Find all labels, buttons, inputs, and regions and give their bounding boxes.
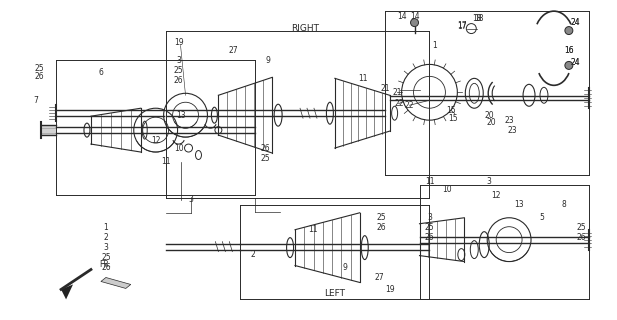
Text: 2: 2	[251, 250, 255, 259]
Text: 13: 13	[176, 111, 185, 120]
Text: 25: 25	[424, 223, 434, 232]
Circle shape	[565, 27, 573, 35]
Text: 3: 3	[188, 195, 193, 204]
Text: 27: 27	[375, 273, 384, 282]
Text: 26: 26	[174, 76, 183, 85]
Text: 24: 24	[570, 18, 579, 27]
Text: LEFT: LEFT	[325, 289, 346, 298]
Text: 18: 18	[473, 14, 482, 23]
Text: 9: 9	[342, 263, 347, 272]
Text: 1: 1	[104, 223, 108, 232]
Text: 26: 26	[424, 233, 434, 242]
Text: 26: 26	[576, 233, 586, 242]
Text: 25: 25	[377, 213, 386, 222]
Text: 12: 12	[151, 136, 160, 145]
Text: 20: 20	[486, 118, 496, 127]
Text: 11: 11	[161, 157, 170, 166]
Text: 12: 12	[491, 191, 501, 200]
Text: 26: 26	[260, 144, 270, 153]
Text: 24: 24	[570, 18, 579, 27]
Text: 15: 15	[449, 114, 458, 123]
Text: 19: 19	[385, 285, 394, 294]
Text: 18: 18	[474, 14, 484, 23]
Text: RIGHT: RIGHT	[291, 24, 319, 33]
Text: 23: 23	[504, 116, 514, 125]
Polygon shape	[101, 277, 131, 288]
Text: 25: 25	[260, 154, 270, 163]
Text: 25: 25	[101, 253, 110, 262]
Text: 13: 13	[515, 200, 524, 209]
Text: 26: 26	[101, 263, 110, 272]
Text: 17: 17	[458, 22, 467, 31]
Text: 14: 14	[410, 12, 420, 21]
Text: 15: 15	[447, 106, 456, 115]
Text: 8: 8	[561, 200, 566, 209]
Text: 11: 11	[308, 225, 318, 234]
Text: 3: 3	[487, 177, 492, 187]
Text: 14: 14	[397, 12, 407, 21]
Text: 22: 22	[405, 101, 414, 110]
Text: 10: 10	[442, 185, 452, 194]
Text: 10: 10	[174, 144, 183, 153]
Text: 25: 25	[174, 66, 183, 75]
Text: 20: 20	[484, 111, 494, 120]
Text: 25: 25	[576, 223, 586, 232]
Text: 21: 21	[380, 84, 390, 93]
Text: 23: 23	[507, 126, 517, 135]
Text: 27: 27	[228, 46, 238, 55]
Text: 11: 11	[424, 177, 434, 187]
Text: 16: 16	[564, 46, 574, 55]
Text: 17: 17	[458, 21, 467, 30]
Text: 22: 22	[394, 99, 404, 108]
Text: 9: 9	[266, 56, 271, 65]
Circle shape	[565, 61, 573, 69]
Text: 6: 6	[99, 68, 103, 77]
Text: 21: 21	[392, 88, 402, 97]
Text: 3: 3	[176, 56, 181, 65]
Text: 3: 3	[427, 213, 432, 222]
Text: 11: 11	[358, 74, 368, 83]
Text: 25: 25	[35, 64, 44, 73]
Text: 7: 7	[33, 96, 38, 105]
Text: 3: 3	[104, 243, 109, 252]
Text: 24: 24	[570, 58, 579, 67]
Text: 26: 26	[377, 223, 386, 232]
Text: 2: 2	[104, 233, 108, 242]
Text: 26: 26	[35, 72, 44, 81]
Text: 24: 24	[570, 58, 579, 67]
Text: 16: 16	[564, 46, 574, 55]
Circle shape	[410, 19, 418, 27]
Text: FR.: FR.	[99, 260, 111, 269]
Text: 1: 1	[432, 41, 437, 50]
Polygon shape	[61, 284, 73, 300]
Text: 5: 5	[539, 213, 544, 222]
Text: 19: 19	[174, 38, 183, 47]
